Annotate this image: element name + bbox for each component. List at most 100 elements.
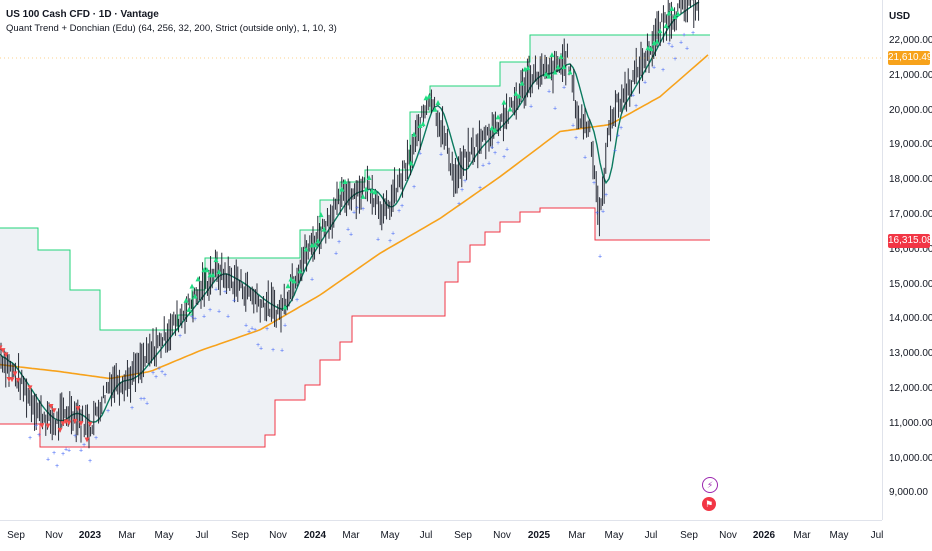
lower-band-price-tag: 16,315.08 bbox=[888, 234, 932, 248]
sell-signal-marker bbox=[39, 423, 45, 429]
trail-dot: + bbox=[223, 289, 227, 296]
time-label: Mar bbox=[118, 530, 136, 541]
buy-signal-marker bbox=[423, 95, 429, 101]
buy-signal-marker bbox=[210, 272, 216, 278]
trail-dot: + bbox=[142, 396, 146, 403]
trail-dot: + bbox=[202, 313, 206, 320]
buy-signal-marker bbox=[366, 175, 372, 181]
buy-signal-marker bbox=[288, 276, 294, 282]
symbol-title[interactable]: US 100 Cash CFD · 1D · Vantage bbox=[6, 9, 159, 20]
channel-fill bbox=[0, 35, 710, 447]
trail-dot: + bbox=[139, 396, 143, 403]
time-label: 2023 bbox=[78, 530, 102, 541]
buy-signal-marker bbox=[204, 267, 210, 273]
trail-dot: + bbox=[154, 374, 158, 381]
trail-dot: + bbox=[571, 123, 575, 130]
trail-dot: + bbox=[151, 370, 155, 377]
trail-dot: + bbox=[547, 89, 551, 96]
sell-signal-marker bbox=[0, 348, 6, 354]
sell-signal-marker bbox=[72, 418, 78, 424]
buy-signal-marker bbox=[216, 269, 222, 275]
lightning-icon[interactable]: ⚡ bbox=[702, 477, 718, 493]
trail-dot: + bbox=[94, 435, 98, 442]
trail-dot: + bbox=[487, 160, 491, 167]
buy-signal-marker bbox=[519, 80, 525, 86]
trail-dot: + bbox=[631, 93, 635, 100]
buy-signal-marker bbox=[213, 257, 219, 263]
trail-dot: + bbox=[334, 250, 338, 257]
trail-dot: + bbox=[583, 154, 587, 161]
time-axis[interactable]: Sep Nov 2023 Mar May Jul Sep Nov 2024 Mar May Jul Se… bbox=[0, 520, 883, 551]
buy-signal-marker bbox=[291, 278, 297, 284]
trail-dot: + bbox=[376, 237, 380, 244]
price-plot[interactable]: +++++++++++++++ ++++++++++++ +++++++++++++… bbox=[0, 0, 882, 520]
time-label: Nov bbox=[45, 530, 63, 541]
trail-dot: + bbox=[346, 226, 350, 233]
trail-dot: + bbox=[691, 30, 695, 37]
buy-signal-marker bbox=[645, 45, 651, 51]
trail-dot: + bbox=[652, 64, 656, 71]
trail-dot: + bbox=[244, 323, 248, 330]
trail-dot: + bbox=[250, 325, 254, 332]
trail-dot: + bbox=[412, 184, 416, 191]
trail-dot: + bbox=[388, 238, 392, 245]
trail-dot: + bbox=[478, 185, 482, 192]
trail-dot: + bbox=[310, 276, 314, 283]
price-label: 20,000.00 bbox=[889, 104, 932, 116]
sell-signal-marker bbox=[0, 345, 3, 351]
buy-signal-marker bbox=[513, 90, 519, 96]
price-label: 22,000.00 bbox=[889, 35, 932, 46]
sell-signal-marker bbox=[75, 406, 81, 412]
trail-dot: + bbox=[529, 104, 533, 111]
buy-signal-marker bbox=[360, 193, 366, 199]
trail-dot: + bbox=[160, 369, 164, 376]
time-label: May bbox=[380, 530, 400, 541]
trail-dot: + bbox=[457, 201, 461, 208]
buy-signal-marker bbox=[315, 238, 321, 244]
trail-dot: + bbox=[145, 401, 149, 408]
buy-signal-marker bbox=[312, 242, 318, 248]
trail-dot: + bbox=[217, 309, 221, 316]
buy-signal-marker bbox=[183, 297, 189, 303]
trail-dot: + bbox=[553, 105, 557, 112]
buy-signal-marker bbox=[507, 106, 513, 112]
buy-signal-marker bbox=[669, 5, 675, 11]
trail-dot: + bbox=[214, 286, 218, 293]
buy-signal-marker bbox=[411, 131, 417, 137]
trail-dot: + bbox=[67, 448, 71, 455]
trail-dot: + bbox=[193, 316, 197, 323]
trail-dot: + bbox=[598, 253, 602, 260]
sell-signal-marker bbox=[9, 377, 15, 383]
buy-signal-marker bbox=[666, 10, 672, 16]
trail-dot: + bbox=[130, 405, 134, 412]
buy-signal-marker bbox=[303, 246, 309, 252]
trail-dot: + bbox=[232, 297, 236, 304]
price-label: 19,000.00 bbox=[889, 139, 932, 151]
buy-signal-marker bbox=[417, 122, 423, 128]
chart-header: US 100 Cash CFD · 1D · Vantage Quant Tre… bbox=[6, 8, 337, 36]
buy-signal-marker bbox=[501, 99, 507, 105]
trail-dot: + bbox=[400, 203, 404, 210]
trail-dot: + bbox=[634, 103, 638, 110]
sell-signal-marker bbox=[48, 404, 54, 410]
trail-dot: + bbox=[355, 205, 359, 212]
flag-icon[interactable]: ⚑ bbox=[702, 497, 716, 511]
time-label: Mar bbox=[793, 530, 811, 541]
price-label: 16,000.00 bbox=[889, 243, 932, 255]
indicator-legend[interactable]: Quant Trend + Donchian (Edu) (64, 256, 3… bbox=[6, 23, 337, 34]
trail-dot: + bbox=[463, 178, 467, 185]
trail-dot: + bbox=[295, 297, 299, 304]
time-label: Nov bbox=[719, 530, 737, 541]
time-label: Sep bbox=[680, 530, 698, 541]
trail-dot: + bbox=[481, 163, 485, 170]
trail-dot: + bbox=[265, 326, 269, 333]
price-label: 11,000.00 bbox=[889, 417, 932, 429]
buy-signal-marker bbox=[339, 186, 345, 192]
price-axis[interactable]: USD 22,000.00 21,000.00 20,000.00 19,000.00… bbox=[882, 0, 932, 520]
time-label: Nov bbox=[493, 530, 511, 541]
buy-signal-marker bbox=[318, 212, 324, 218]
price-label: 9,000.00 bbox=[889, 487, 928, 499]
trail-dot: + bbox=[73, 433, 77, 440]
trail-dot: + bbox=[616, 132, 620, 139]
